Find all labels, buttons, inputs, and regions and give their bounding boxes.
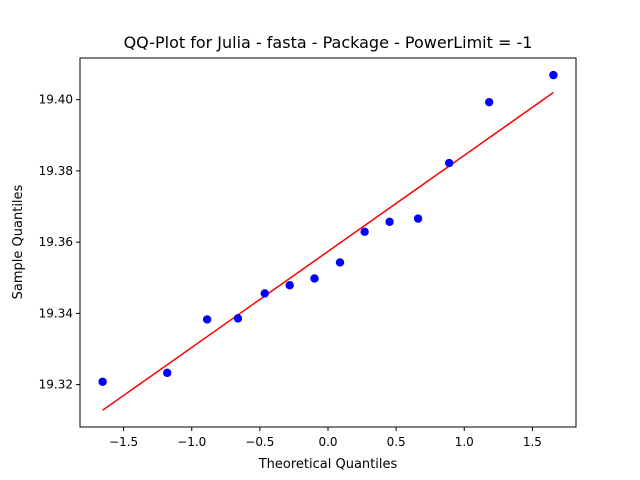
data-point [310, 274, 319, 283]
plot-area [98, 70, 558, 411]
y-tick-label: 19.32 [39, 378, 73, 392]
data-point [98, 377, 107, 386]
x-tick-label: 0.0 [318, 435, 337, 449]
x-tick-label: −1.5 [109, 435, 138, 449]
data-point [485, 97, 494, 107]
chart-title: QQ-Plot for Julia - fasta - Package - Po… [124, 33, 533, 52]
x-tick-label: −0.5 [245, 435, 274, 449]
data-point [202, 315, 212, 324]
data-point [260, 289, 269, 298]
data-point [360, 227, 369, 237]
x-tick-label: 1.0 [455, 435, 474, 449]
y-tick-label: 19.36 [39, 235, 73, 249]
data-point [549, 70, 558, 80]
y-axis-ticks: 19.32 19.34 19.36 19.38 19.40 [39, 93, 80, 392]
x-tick-label: −1.0 [177, 435, 206, 449]
data-point [444, 158, 454, 168]
data-point [413, 214, 423, 223]
y-tick-label: 19.40 [39, 93, 73, 107]
x-axis-label: Theoretical Quantiles [258, 457, 398, 472]
data-point [335, 258, 345, 267]
y-tick-label: 19.34 [39, 306, 73, 320]
data-point [385, 217, 394, 227]
reference-line [102, 91, 554, 411]
plot-frame [79, 57, 577, 428]
y-tick-label: 19.38 [39, 164, 73, 178]
data-point [163, 368, 172, 378]
y-axis-label: Sample Quantiles [11, 184, 26, 299]
x-tick-label: 0.5 [387, 435, 406, 449]
data-point [233, 314, 243, 323]
x-tick-label: 1.5 [523, 435, 542, 449]
x-axis-ticks: −1.5 −1.0 −0.5 0.0 0.5 1.0 1.5 [109, 427, 542, 449]
data-point [285, 281, 294, 290]
